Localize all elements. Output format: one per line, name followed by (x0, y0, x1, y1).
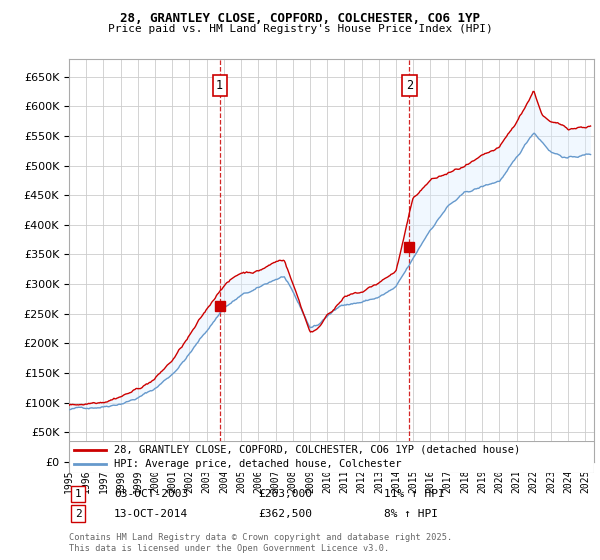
Text: 8% ↑ HPI: 8% ↑ HPI (384, 508, 438, 519)
Text: 28, GRANTLEY CLOSE, COPFORD, COLCHESTER, CO6 1YP: 28, GRANTLEY CLOSE, COPFORD, COLCHESTER,… (120, 12, 480, 25)
Text: 11% ↑ HPI: 11% ↑ HPI (384, 489, 445, 499)
FancyBboxPatch shape (69, 441, 594, 473)
Text: 2: 2 (406, 79, 413, 92)
Text: Contains HM Land Registry data © Crown copyright and database right 2025.
This d: Contains HM Land Registry data © Crown c… (69, 533, 452, 553)
Text: 1: 1 (74, 489, 82, 499)
Text: 03-OCT-2003: 03-OCT-2003 (114, 489, 188, 499)
Text: HPI: Average price, detached house, Colchester: HPI: Average price, detached house, Colc… (113, 459, 401, 469)
Text: £362,500: £362,500 (258, 508, 312, 519)
Text: 28, GRANTLEY CLOSE, COPFORD, COLCHESTER, CO6 1YP (detached house): 28, GRANTLEY CLOSE, COPFORD, COLCHESTER,… (113, 445, 520, 455)
Text: 1: 1 (216, 79, 223, 92)
Text: £263,000: £263,000 (258, 489, 312, 499)
Text: Price paid vs. HM Land Registry's House Price Index (HPI): Price paid vs. HM Land Registry's House … (107, 24, 493, 34)
Text: 13-OCT-2014: 13-OCT-2014 (114, 508, 188, 519)
Text: 2: 2 (74, 508, 82, 519)
